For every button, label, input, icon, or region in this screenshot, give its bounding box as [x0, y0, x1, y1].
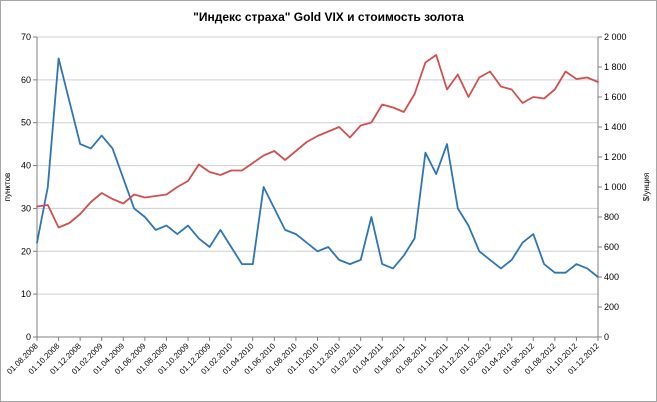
right-axis-tick-label: 2 000	[604, 32, 627, 42]
right-axis-tick-label: 600	[604, 242, 619, 252]
right-axis-tick-label: 1 400	[604, 122, 627, 132]
right-axis-tick-label: 1 600	[604, 92, 627, 102]
left-axis-title: пунктов	[3, 173, 12, 202]
left-axis-tick-label: 70	[21, 32, 31, 42]
chart-title: "Индекс страха" Gold VIX и стоимость зол…	[193, 10, 464, 24]
right-axis-tick-label: 1 200	[604, 152, 627, 162]
left-axis-tick-label: 10	[21, 289, 31, 299]
right-axis-tick-label: 1 800	[604, 62, 627, 72]
series	[36, 54, 599, 278]
gridlines	[37, 36, 598, 338]
right-axis-tick-label: 200	[604, 302, 619, 312]
left-axis-tick-label: 60	[21, 75, 31, 85]
vix-gold-line-chart: 0 10 20 30 40 50 60 70 0 200 400 600 800 1 000 1 200 1 …	[3, 32, 651, 376]
left-axis-tick-label: 50	[21, 118, 31, 128]
left-axis-tick-label: 30	[21, 203, 31, 213]
left-axis-tick-label: 40	[21, 161, 31, 171]
right-axis-tick-label: 0	[604, 332, 609, 342]
tick-labels: 0 10 20 30 40 50 60 70 0 200 400 600 800 1 000 1 200 1 …	[3, 32, 651, 376]
left-axis-tick-label: 0	[26, 332, 31, 342]
right-axis-tick-label: 800	[604, 212, 619, 222]
right-axis-title: $/унция	[642, 173, 651, 201]
series-line-right	[36, 54, 599, 229]
axes	[33, 36, 602, 341]
left-axis-tick-label: 20	[21, 246, 31, 256]
right-axis-tick-label: 400	[604, 272, 619, 282]
right-axis-tick-label: 1 000	[604, 182, 627, 192]
